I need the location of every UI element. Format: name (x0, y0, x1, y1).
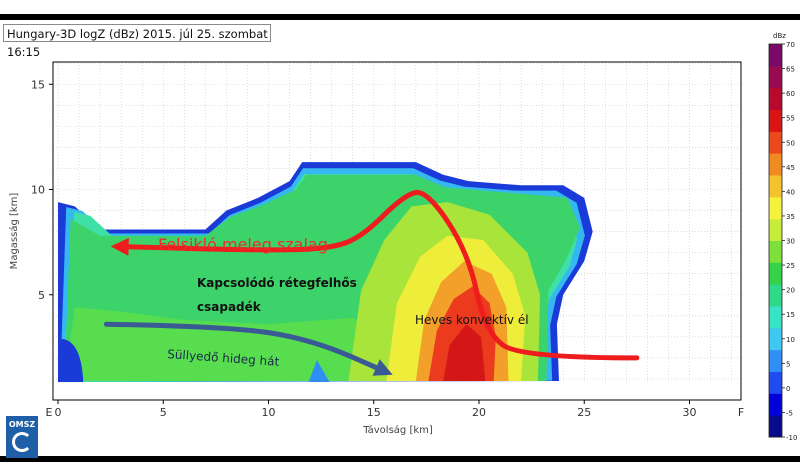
cold-dry-arrow-head (372, 359, 393, 376)
colorbar-tick-label: 40 (786, 188, 795, 196)
colorbar-tick-label: 60 (786, 90, 795, 98)
colorbar-tick-label: 15 (786, 311, 795, 319)
colorbar-segment (769, 153, 782, 176)
x-tick-label: 30 (683, 406, 697, 419)
x-tick-label: 25 (577, 406, 591, 419)
colorbar-tick-label: 50 (786, 139, 795, 147)
cold-dry-arrow (103, 321, 383, 372)
reflectivity-field (53, 162, 741, 400)
omsz-logo: OMSZ (6, 416, 38, 458)
warm-conveyor-arrow (122, 189, 640, 361)
x-tick-label: 15 (367, 406, 381, 419)
y-tick-label: 15 (31, 78, 45, 91)
colorbar-tick-label: 35 (786, 213, 795, 221)
colorbar-segment (769, 393, 782, 416)
colorbar-segment (769, 175, 782, 198)
x-tick-label: 0 (55, 406, 62, 419)
annotation-label: Kapcsolódó rétegfelhős (197, 276, 357, 290)
x-tick-label: 5 (160, 406, 167, 419)
annotation-label: Heves konvektív él (415, 313, 529, 327)
x-tick-label: 10 (262, 406, 276, 419)
annotation-label: csapadék (197, 300, 262, 314)
colorbar-tick-label: -10 (786, 434, 797, 442)
plot-frame (52, 61, 742, 401)
echo-core (443, 324, 486, 382)
colorbar-segment (769, 415, 782, 438)
axes: 0 5 10 15 20 25 30 E F 5 10 15 Távolság [km] Magasság… (8, 61, 744, 436)
logo-label: OMSZ (8, 420, 36, 429)
colorbar-segment (769, 306, 782, 329)
x-end-label-right: F (738, 406, 744, 419)
colorbar-unit: dBz (773, 32, 786, 40)
annotation-arrows (103, 189, 640, 376)
colorbar-segment (769, 262, 782, 285)
colorbar-segment (769, 218, 782, 241)
chart-title: Hungary-3D logZ (dBz) 2015. júl 25. szom… (3, 24, 271, 59)
y-axis-label: Magasság [km] (8, 193, 20, 270)
colorbar-tick-label: 70 (786, 41, 795, 49)
swirl-icon (12, 432, 32, 452)
annotation-label: Felsikló meleg szalag (158, 235, 328, 254)
x-axis-label: Távolság [km] (362, 424, 433, 436)
colorbar-tick-label: 0 (786, 385, 790, 393)
x-end-label-left: E (46, 406, 53, 419)
colorbar-segment (769, 349, 782, 372)
colorbar-tick-label: -5 (786, 409, 793, 417)
colorbar-tick-label: 65 (786, 66, 795, 74)
colorbar-tick-label: 20 (786, 287, 795, 295)
colorbar-tick-label: 30 (786, 238, 795, 246)
colorbar-segment (769, 44, 782, 67)
colorbar-segment (769, 131, 782, 154)
colorbar-segment (769, 87, 782, 110)
colorbar-tick-label: 55 (786, 115, 795, 123)
top-border-bar (0, 14, 800, 20)
echo-gap-left (58, 338, 84, 383)
colorbar-segment (769, 371, 782, 394)
warm-conveyor-arrow-head (110, 237, 129, 256)
colorbar-segment (769, 109, 782, 132)
colorbar-tick-label: 25 (786, 262, 795, 270)
bottom-border-bar (0, 456, 800, 462)
y-tick-label: 10 (31, 184, 45, 197)
colorbar-tick-label: 5 (786, 360, 790, 368)
ground-mask (53, 382, 741, 400)
x-tick-label: 20 (472, 406, 486, 419)
colorbar-segment (769, 65, 782, 89)
y-tick-label: 5 (38, 289, 45, 302)
colorbar-segment (769, 327, 782, 351)
colorbar-segment (769, 196, 782, 220)
colorbar-tick-label: 10 (786, 336, 795, 344)
colorbar-tick-label: 45 (786, 164, 795, 172)
colorbar-segment (769, 240, 782, 263)
echo-gap-mid (308, 360, 330, 383)
colorbar-segment (769, 284, 782, 307)
